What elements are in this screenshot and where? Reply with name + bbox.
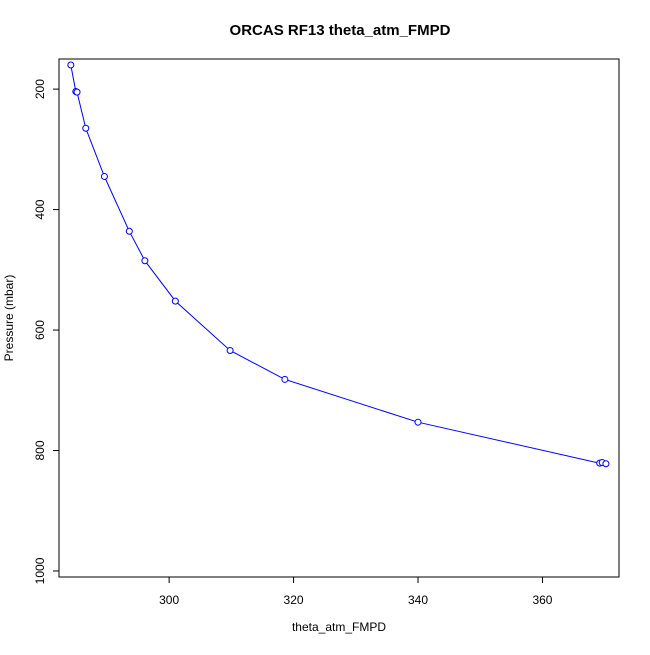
data-point-marker: [171, 297, 179, 305]
plot-frame: [58, 58, 620, 578]
y-tick-label: 200: [33, 79, 47, 99]
data-point-marker: [414, 418, 422, 426]
y-tick-label: 400: [33, 199, 47, 219]
data-point-marker: [226, 347, 234, 355]
data-point-marker: [100, 172, 108, 180]
data-point-marker: [73, 88, 81, 96]
chart-title: ORCAS RF13 theta_atm_FMPD: [230, 22, 451, 39]
x-tick-label: 320: [284, 593, 304, 607]
series-line: [70, 64, 607, 465]
y-tick-label: 800: [33, 440, 47, 460]
y-tick-label: 1000: [33, 557, 47, 584]
y-tick-label: 600: [33, 320, 47, 340]
data-point-marker: [67, 61, 75, 69]
x-tick-label: 360: [532, 593, 552, 607]
y-axis-label: Pressure (mbar): [2, 275, 16, 362]
data-point-marker: [82, 124, 90, 132]
x-tick-label: 300: [159, 593, 179, 607]
x-axis: 300 320 340 360: [159, 576, 553, 607]
data-point-marker: [125, 227, 133, 235]
data-point-marker: [602, 460, 610, 468]
data-point-marker: [281, 375, 289, 383]
series-layer: [67, 61, 610, 468]
x-axis-label: theta_atm_FMPD: [292, 620, 386, 634]
x-tick-label: 340: [408, 593, 428, 607]
y-axis: 200 400 600 800 1000: [33, 79, 60, 584]
data-point-marker: [141, 257, 149, 265]
